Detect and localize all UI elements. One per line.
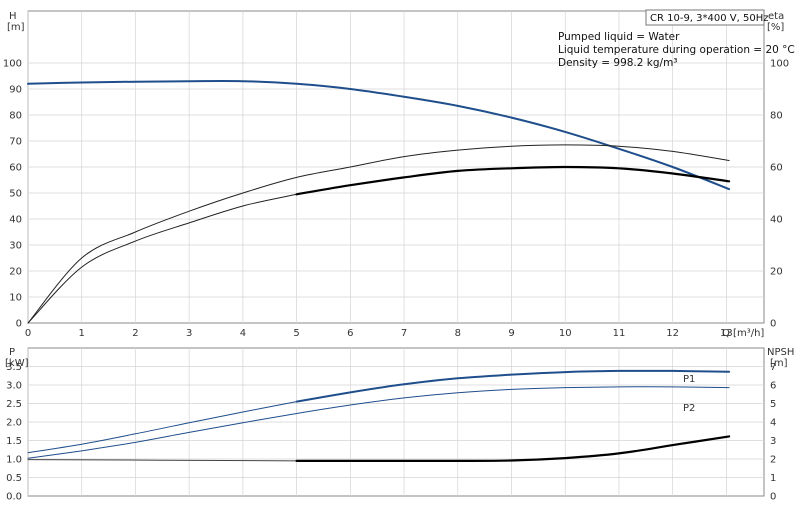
- lower-right-tick-label: 2: [770, 455, 776, 466]
- x-tick-label: 13: [720, 328, 733, 339]
- flow-axis-label: Q [m³/h]: [722, 328, 764, 339]
- x-tick-label: 1: [79, 328, 85, 339]
- upper-left-tick-label: 0: [16, 319, 22, 330]
- upper-right-tick-label: 80: [770, 111, 783, 122]
- lower-right-tick-label: 7: [770, 362, 776, 373]
- lower-left-tick-label: 1.5: [6, 436, 22, 447]
- upper-left-tick-label: 50: [9, 189, 22, 200]
- legend-p2: P2: [683, 403, 695, 414]
- upper-left-tick-label: 40: [9, 215, 22, 226]
- curve-layer: [27, 79, 731, 462]
- lower-left-tick-label: 0.5: [6, 473, 22, 484]
- grid-lines: [27, 11, 764, 496]
- x-tick-label: 8: [455, 328, 461, 339]
- lower-right-tick-label: 0: [770, 492, 776, 503]
- lower-right-tick-label: 4: [770, 418, 776, 429]
- x-tick-label: 4: [240, 328, 246, 339]
- upper-left-tick-label: 60: [9, 163, 22, 174]
- lower-left-tick-label: 1.0: [6, 455, 22, 466]
- model-title: CR 10-9, 3*400 V, 50Hz: [650, 13, 768, 24]
- head-axis-label: H [m]: [7, 11, 25, 33]
- upper-left-tick-label: 70: [9, 137, 22, 148]
- lower-right-tick-label: 1: [770, 473, 776, 484]
- upper-series-3-line: [295, 165, 731, 196]
- x-tick-label: 3: [186, 328, 192, 339]
- lower-series-1-line: [295, 369, 731, 403]
- x-tick-label: 12: [666, 328, 679, 339]
- upper-left-tick-label: 80: [9, 111, 22, 122]
- lower-left-tick-label: 0.0: [6, 492, 22, 503]
- info-line-density: Density = 998.2 kg/m³: [558, 57, 678, 69]
- liquid-info: Pumped liquid = Water Liquid temperature…: [558, 31, 795, 69]
- lower-left-tick-label: 2.0: [6, 418, 22, 429]
- upper-right-tick-label: 0: [770, 319, 776, 330]
- upper-series-0-line: [27, 79, 731, 191]
- x-tick-label: 0: [25, 328, 31, 339]
- upper-left-tick-label: 20: [9, 267, 22, 278]
- power-axis-label: P [kW]: [5, 347, 29, 369]
- x-tick-label: 9: [508, 328, 514, 339]
- npsh-axis-label: NPSH [m]: [767, 347, 794, 369]
- eta-axis-label: eta [%]: [767, 11, 784, 33]
- x-tick-label: 6: [347, 328, 353, 339]
- x-tick-label: 2: [132, 328, 138, 339]
- lower-left-tick-label: 2.5: [6, 399, 22, 410]
- x-tick-label: 5: [293, 328, 299, 339]
- lower-series-4-line: [295, 435, 731, 462]
- lower-series-0-line: [27, 401, 298, 454]
- x-tick-label: 7: [401, 328, 407, 339]
- upper-left-tick-label: 100: [3, 59, 22, 70]
- upper-right-tick-label: 40: [770, 215, 783, 226]
- upper-series-2-line: [27, 193, 298, 324]
- model-box-frame: [645, 9, 765, 26]
- lower-left-tick-label: 3.0: [6, 381, 22, 392]
- lower-right-tick-label: 5: [770, 399, 776, 410]
- lower-right-tick-label: 6: [770, 381, 776, 392]
- upper-right-tick-label: 100: [770, 59, 789, 70]
- info-line-temperature: Liquid temperature during operation = 20…: [558, 44, 795, 56]
- x-tick-label: 11: [613, 328, 626, 339]
- lower-left-tick-label: 3.5: [6, 362, 22, 373]
- x-tick-label: 10: [559, 328, 572, 339]
- model-info-box: CR 10-9, 3*400 V, 50Hz: [645, 9, 768, 26]
- lower-series-2-line: [27, 386, 730, 459]
- lower-series-3-line: [27, 459, 298, 462]
- upper-right-tick-label: 20: [770, 267, 783, 278]
- upper-series-1-line: [27, 144, 730, 324]
- upper-left-tick-label: 90: [9, 85, 22, 96]
- upper-right-tick-label: 60: [770, 163, 783, 174]
- tick-labels: 01020304050607080901000204060801000.00.5…: [3, 59, 789, 503]
- legend-p1: P1: [683, 374, 695, 385]
- upper-left-tick-label: 30: [9, 241, 22, 252]
- upper-left-tick-label: 10: [9, 293, 22, 304]
- info-line-liquid: Pumped liquid = Water: [558, 31, 680, 43]
- lower-right-tick-label: 3: [770, 436, 776, 447]
